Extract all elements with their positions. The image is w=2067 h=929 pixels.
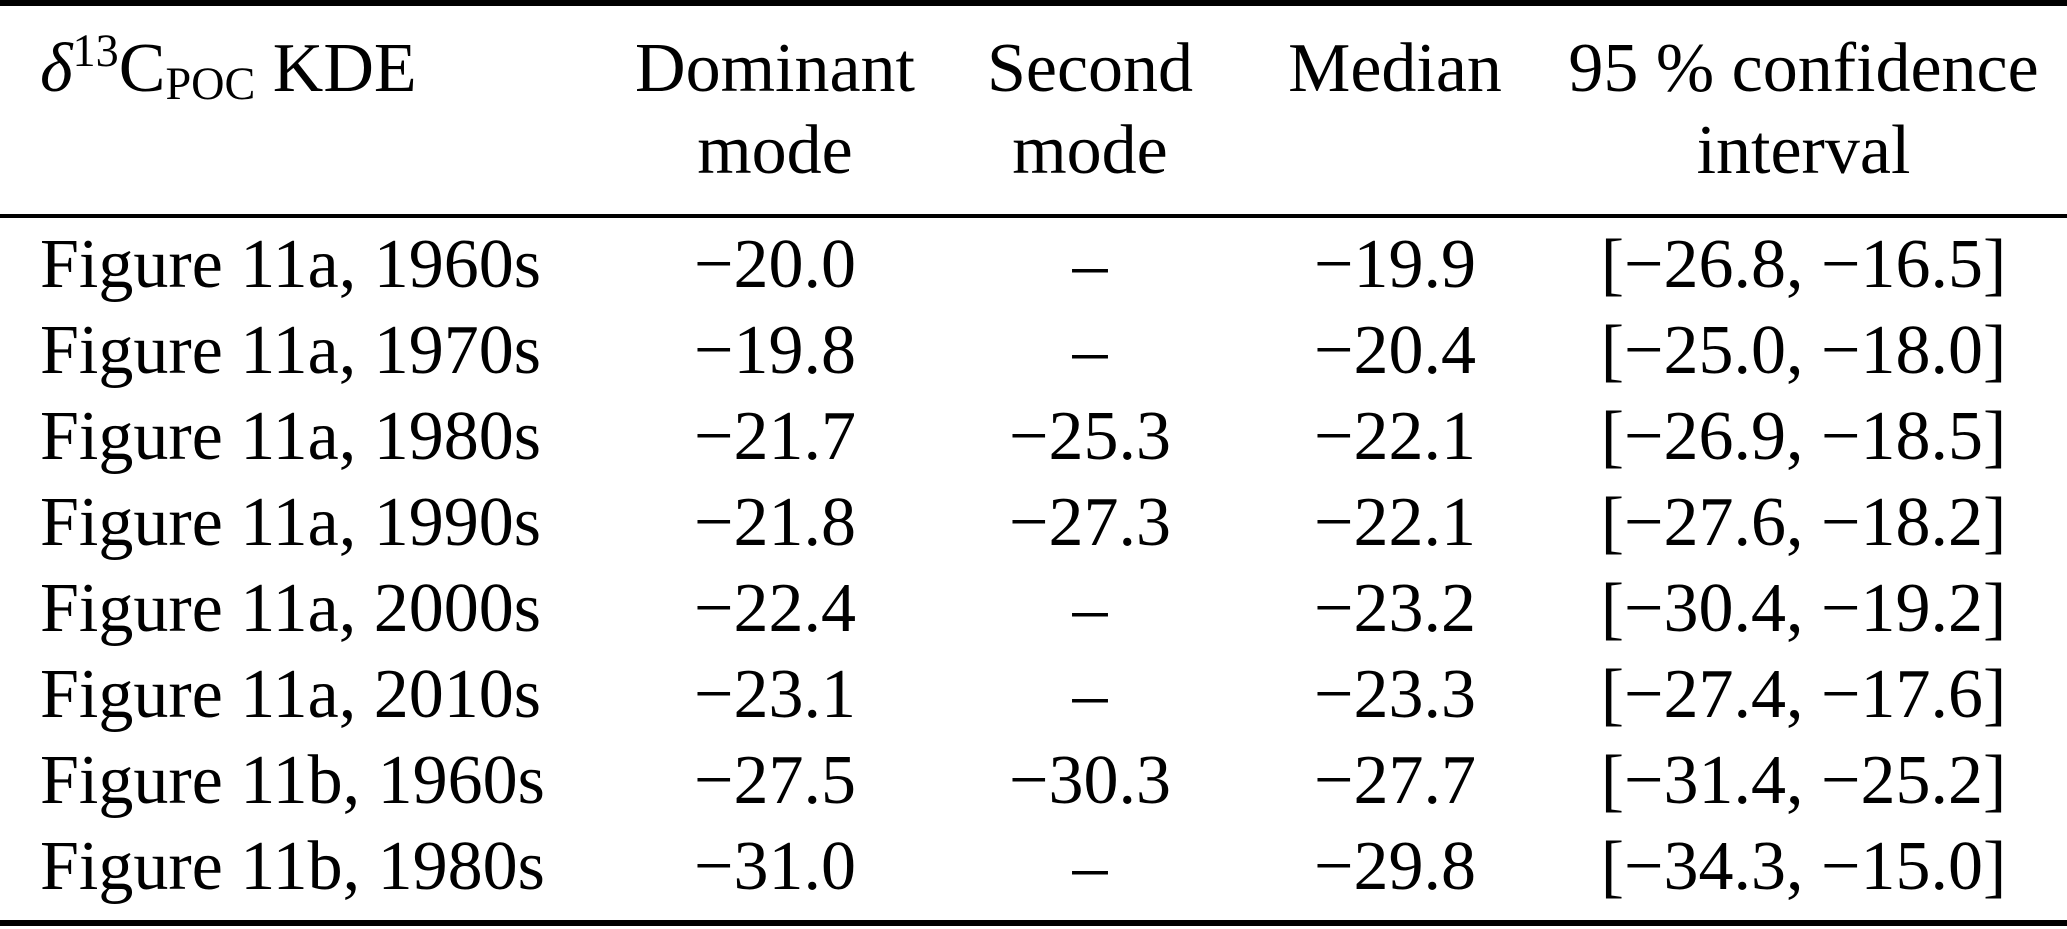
row-label-cell: Figure 11b, 1980s — [40, 828, 545, 905]
confidence-interval-cell: [−25.0, −18.0] — [1600, 312, 2007, 389]
dominant-mode-cell: −19.8 — [694, 312, 856, 389]
second-mode-cell: – — [1072, 226, 1108, 303]
confidence-interval-cell: [−27.4, −17.6] — [1600, 656, 2007, 733]
header-second-line2: mode — [1012, 112, 1168, 189]
dominant-mode-cell: −31.0 — [694, 828, 856, 905]
table-row: Figure 11a, 1970s −19.8 – −20.4 [−25.0, … — [0, 308, 2067, 394]
second-mode-cell: −30.3 — [1009, 742, 1171, 819]
second-mode-cell: −27.3 — [1009, 484, 1171, 561]
header-confidence-interval: 95 % confidence interval — [1540, 6, 2067, 192]
table-row: Figure 11a, 1960s −20.0 – −19.9 [−26.8, … — [0, 222, 2067, 308]
median-cell: −22.1 — [1314, 484, 1476, 561]
poc-subscript: POC — [165, 58, 256, 110]
second-mode-cell: – — [1072, 570, 1108, 647]
table-body: Figure 11a, 1960s −20.0 – −19.9 [−26.8, … — [0, 222, 2067, 910]
row-label-cell: Figure 11b, 1960s — [40, 742, 545, 819]
dominant-mode-cell: −27.5 — [694, 742, 856, 819]
row-label-cell: Figure 11a, 2000s — [40, 570, 541, 647]
header-median: Median — [1250, 6, 1540, 192]
table-row: Figure 11a, 1990s −21.8 −27.3 −22.1 [−27… — [0, 480, 2067, 566]
header-ci-line2: interval — [1696, 112, 1911, 189]
confidence-interval-cell: [−34.3, −15.0] — [1600, 828, 2007, 905]
header-dominant-line2: mode — [697, 112, 853, 189]
header-ci-line1: 95 % confidence — [1568, 30, 2039, 107]
table-top-rule — [0, 0, 2067, 6]
dominant-mode-cell: −23.1 — [694, 656, 856, 733]
table-header-row: δ13CPOC KDE Dominant mode Second mode Me… — [0, 6, 2067, 192]
confidence-interval-cell: [−30.4, −19.2] — [1600, 570, 2007, 647]
second-mode-cell: – — [1072, 656, 1108, 733]
carbon-symbol: C — [118, 30, 166, 107]
kde-label: KDE — [255, 30, 417, 107]
header-second-mode: Second mode — [930, 6, 1250, 192]
header-kde: δ13CPOC KDE — [0, 6, 620, 192]
row-label-cell: Figure 11a, 2010s — [40, 656, 541, 733]
header-dominant-line1: Dominant — [635, 30, 915, 107]
table-row: Figure 11b, 1980s −31.0 – −29.8 [−34.3, … — [0, 824, 2067, 910]
header-median-label: Median — [1288, 30, 1502, 107]
row-label-cell: Figure 11a, 1990s — [40, 484, 541, 561]
table-row: Figure 11a, 2010s −23.1 – −23.3 [−27.4, … — [0, 652, 2067, 738]
table-bottom-rule — [0, 920, 2067, 926]
header-second-line1: Second — [986, 30, 1194, 107]
confidence-interval-cell: [−31.4, −25.2] — [1600, 742, 2007, 819]
row-label-cell: Figure 11a, 1980s — [40, 398, 541, 475]
table-row: Figure 11a, 2000s −22.4 – −23.2 [−30.4, … — [0, 566, 2067, 652]
row-label-cell: Figure 11a, 1970s — [40, 312, 541, 389]
dominant-mode-cell: −20.0 — [694, 226, 856, 303]
table-row: Figure 11b, 1960s −27.5 −30.3 −27.7 [−31… — [0, 738, 2067, 824]
row-label-cell: Figure 11a, 1960s — [40, 226, 541, 303]
second-mode-cell: – — [1072, 828, 1108, 905]
table-row: Figure 11a, 1980s −21.7 −25.3 −22.1 [−26… — [0, 394, 2067, 480]
median-cell: −20.4 — [1314, 312, 1476, 389]
confidence-interval-cell: [−26.9, −18.5] — [1600, 398, 2007, 475]
dominant-mode-cell: −21.7 — [694, 398, 856, 475]
median-cell: −19.9 — [1314, 226, 1476, 303]
median-cell: −23.2 — [1314, 570, 1476, 647]
delta-symbol: δ — [40, 30, 73, 107]
second-mode-cell: −25.3 — [1009, 398, 1171, 475]
median-cell: −22.1 — [1314, 398, 1476, 475]
confidence-interval-cell: [−27.6, −18.2] — [1600, 484, 2007, 561]
confidence-interval-cell: [−26.8, −16.5] — [1600, 226, 2007, 303]
isotope-superscript: 13 — [72, 24, 119, 76]
median-cell: −29.8 — [1314, 828, 1476, 905]
table-header-rule — [0, 214, 2067, 218]
header-dominant-mode: Dominant mode — [620, 6, 930, 192]
median-cell: −27.7 — [1314, 742, 1476, 819]
dominant-mode-cell: −22.4 — [694, 570, 856, 647]
dominant-mode-cell: −21.8 — [694, 484, 856, 561]
second-mode-cell: – — [1072, 312, 1108, 389]
median-cell: −23.3 — [1314, 656, 1476, 733]
